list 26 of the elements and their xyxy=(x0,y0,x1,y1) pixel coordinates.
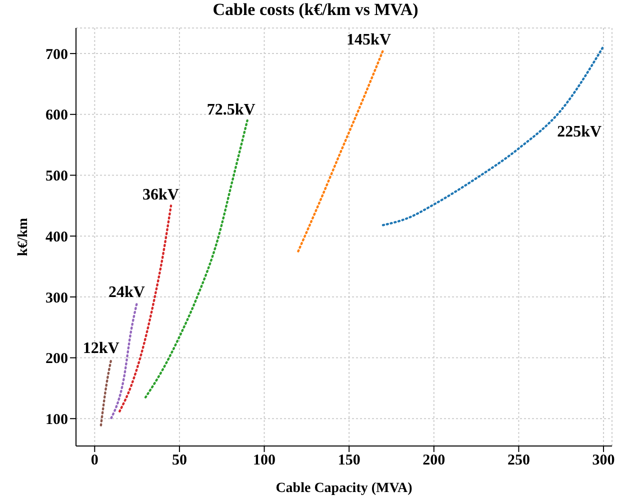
chart-title: Cable costs (k€/km vs MVA) xyxy=(212,0,420,20)
y-tick-label: 100 xyxy=(46,412,68,428)
x-tick-label: 250 xyxy=(507,452,530,469)
x-tick-label: 150 xyxy=(338,452,360,469)
y-tick-label: 300 xyxy=(46,290,68,306)
series-label: 225kV xyxy=(557,123,602,140)
x-tick-label: 300 xyxy=(592,452,615,469)
y-tick-label: 500 xyxy=(46,168,68,185)
series-label: 24kV xyxy=(108,284,146,302)
x-axis-title: Cable Capacity (MVA) xyxy=(276,481,413,496)
y-axis-title: k€/km xyxy=(16,218,31,256)
line-series xyxy=(297,49,384,252)
x-tick-label: 200 xyxy=(422,452,446,469)
y-tick-label: 400 xyxy=(46,229,68,246)
series-label: 145kV xyxy=(346,32,392,49)
series-label: 72.5kV xyxy=(206,101,256,118)
x-tick-label: 0 xyxy=(90,452,98,469)
y-tick-label: 600 xyxy=(46,108,68,124)
y-tick-label: 200 xyxy=(46,351,68,368)
y-tick-label: 700 xyxy=(46,46,68,63)
line-series xyxy=(382,45,605,226)
x-tick-label: 50 xyxy=(172,452,187,469)
series-label: 12kV xyxy=(82,340,120,357)
series-label: 36kV xyxy=(142,186,180,204)
x-tick-label: 100 xyxy=(253,452,276,469)
line-series xyxy=(144,119,248,398)
